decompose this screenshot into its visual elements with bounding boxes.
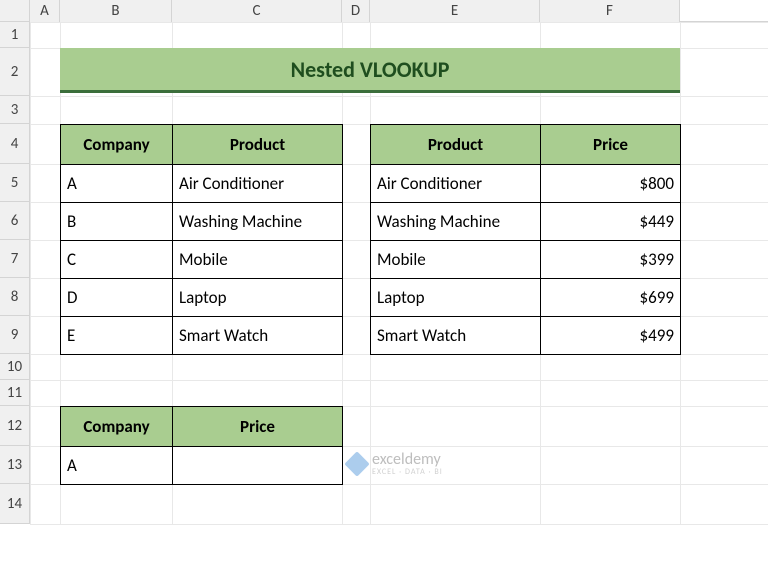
table-cell[interactable] [173, 447, 343, 485]
company-product-table: CompanyProductAAir ConditionerBWashing M… [60, 124, 343, 355]
table-cell[interactable]: Washing Machine [173, 203, 343, 241]
row-headers: 1234567891011121314 [0, 22, 30, 524]
watermark-sub: EXCEL · DATA · BI [372, 468, 443, 476]
column-header[interactable]: C [172, 0, 342, 22]
watermark-main: exceldemy [372, 452, 443, 468]
table-cell[interactable]: $499 [541, 317, 681, 355]
table-cell[interactable]: Washing Machine [371, 203, 541, 241]
row-header[interactable]: 11 [0, 380, 30, 406]
row-header[interactable]: 7 [0, 240, 30, 278]
table-cell[interactable]: Mobile [371, 241, 541, 279]
watermark-logo-icon [344, 451, 369, 476]
table-header[interactable]: Price [541, 125, 681, 165]
table-cell[interactable]: A [61, 165, 173, 203]
lookup-result-table: CompanyPriceA [60, 406, 343, 485]
table-cell[interactable]: B [61, 203, 173, 241]
product-price-table: ProductPriceAir Conditioner$800Washing M… [370, 124, 681, 355]
table-cell[interactable]: Mobile [173, 241, 343, 279]
table-cell[interactable]: A [61, 447, 173, 485]
table-cell[interactable]: D [61, 279, 173, 317]
column-header[interactable]: A [30, 0, 60, 22]
watermark: exceldemy EXCEL · DATA · BI [348, 452, 443, 476]
title-text: Nested VLOOKUP [291, 56, 450, 83]
table-header[interactable]: Product [173, 125, 343, 165]
column-header[interactable]: E [370, 0, 540, 22]
table-header[interactable]: Product [371, 125, 541, 165]
table-header[interactable]: Company [61, 407, 173, 447]
table-cell[interactable]: Air Conditioner [371, 165, 541, 203]
row-header[interactable]: 10 [0, 354, 30, 380]
column-header[interactable]: D [342, 0, 370, 22]
column-header[interactable]: F [540, 0, 680, 22]
table-header[interactable]: Company [61, 125, 173, 165]
table-cell[interactable]: $449 [541, 203, 681, 241]
row-header[interactable]: 9 [0, 316, 30, 354]
table-cell[interactable]: Smart Watch [371, 317, 541, 355]
table-cell[interactable]: $399 [541, 241, 681, 279]
table-header[interactable]: Price [173, 407, 343, 447]
table-cell[interactable]: Laptop [173, 279, 343, 317]
row-header[interactable]: 1 [0, 22, 30, 48]
row-header[interactable]: 12 [0, 406, 30, 446]
table-cell[interactable]: Air Conditioner [173, 165, 343, 203]
table-cell[interactable]: C [61, 241, 173, 279]
row-header[interactable]: 14 [0, 484, 30, 524]
select-all-corner[interactable] [0, 0, 30, 22]
row-header[interactable]: 2 [0, 48, 30, 96]
spreadsheet-grid: ABCDEF 1234567891011121314 Nested VLOOKU… [0, 0, 768, 572]
row-header[interactable]: 13 [0, 446, 30, 484]
column-header[interactable]: B [60, 0, 172, 22]
row-header[interactable]: 5 [0, 164, 30, 202]
table-cell[interactable]: E [61, 317, 173, 355]
table-cell[interactable]: $699 [541, 279, 681, 317]
row-header[interactable]: 6 [0, 202, 30, 240]
table-cell[interactable]: $800 [541, 165, 681, 203]
column-headers: ABCDEF [0, 0, 768, 22]
row-header[interactable]: 8 [0, 278, 30, 316]
title-banner: Nested VLOOKUP [60, 48, 680, 93]
table-cell[interactable]: Laptop [371, 279, 541, 317]
table-cell[interactable]: Smart Watch [173, 317, 343, 355]
row-header[interactable]: 3 [0, 96, 30, 124]
row-header[interactable]: 4 [0, 124, 30, 164]
cell-area[interactable]: Nested VLOOKUP CompanyProductAAir Condit… [30, 22, 768, 524]
